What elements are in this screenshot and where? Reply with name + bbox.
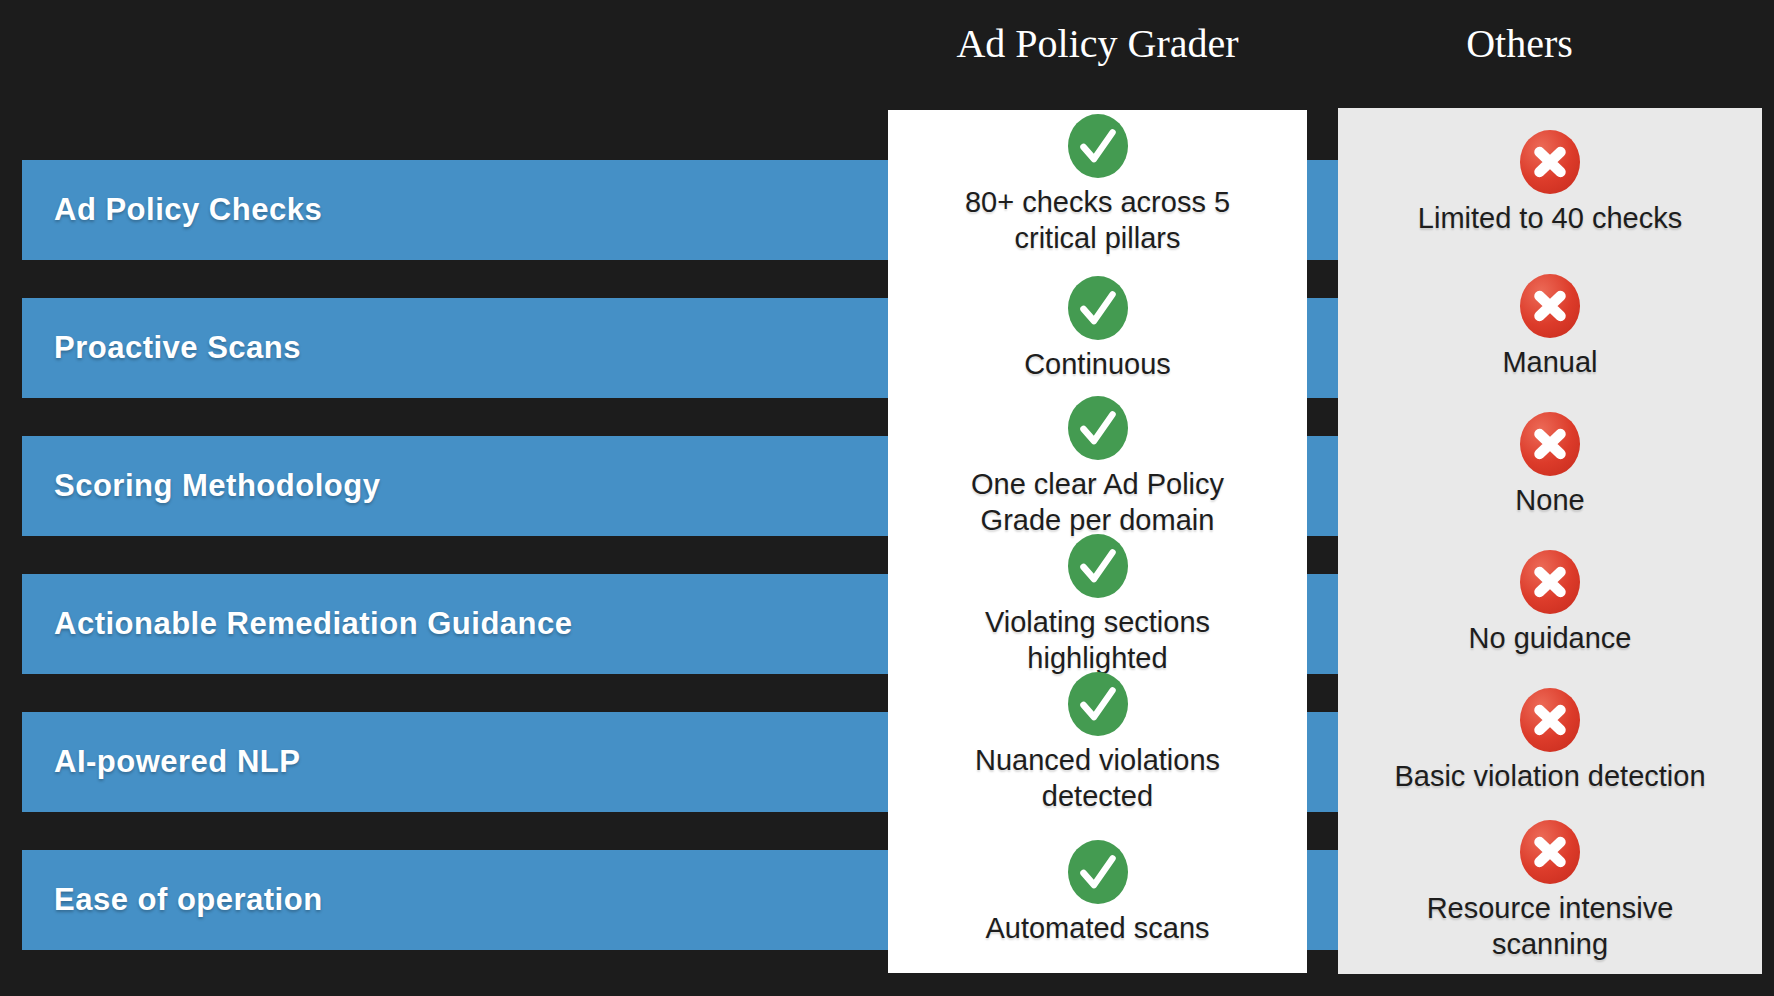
grader-cell: Continuous [888, 260, 1307, 398]
grader-cell: 80+ checks across 5 critical pillars [888, 110, 1307, 260]
cross-icon [1520, 274, 1580, 338]
grader-cell: Nuanced violations detected [888, 674, 1307, 812]
cross-icon [1520, 688, 1580, 752]
feature-label: AI-powered NLP [22, 744, 300, 780]
others-cell: None [1338, 396, 1762, 534]
feature-label: Actionable Remediation Guidance [22, 606, 572, 642]
others-value-text: Manual [1502, 344, 1597, 380]
comparison-table: Ad Policy Grader Others Ad Policy Checks… [0, 0, 1774, 996]
feature-label: Scoring Methodology [22, 468, 380, 504]
others-column-header: Others [1308, 20, 1731, 67]
check-icon [1068, 276, 1128, 340]
feature-label: Ad Policy Checks [22, 192, 322, 228]
grader-column-header: Ad Policy Grader [888, 20, 1307, 67]
others-cell: Manual [1338, 258, 1762, 396]
cross-icon [1520, 820, 1580, 884]
others-cell: Resource intensive scanning [1338, 810, 1762, 972]
grader-value-text: Continuous [1024, 346, 1171, 382]
cross-icon [1520, 412, 1580, 476]
grader-value-text: One clear Ad Policy Grade per domain [971, 466, 1224, 538]
grader-column: 80+ checks across 5 critical pillars Con… [888, 110, 1307, 973]
check-icon [1068, 672, 1128, 736]
grader-cell: One clear Ad Policy Grade per domain [888, 398, 1307, 536]
cross-icon [1520, 130, 1580, 194]
others-value-text: Resource intensive scanning [1427, 890, 1674, 962]
check-icon [1068, 840, 1128, 904]
others-cell: No guidance [1338, 534, 1762, 672]
others-cell: Basic violation detection [1338, 672, 1762, 810]
others-value-text: None [1515, 482, 1584, 518]
grader-cell: Violating sections highlighted [888, 536, 1307, 674]
check-icon [1068, 396, 1128, 460]
grader-value-text: Automated scans [985, 910, 1209, 946]
grader-value-text: Violating sections highlighted [985, 604, 1210, 676]
feature-label: Ease of operation [22, 882, 323, 918]
others-column: Limited to 40 checks Manual None No guid… [1338, 108, 1762, 974]
feature-label: Proactive Scans [22, 330, 301, 366]
cross-icon [1520, 550, 1580, 614]
grader-value-text: 80+ checks across 5 critical pillars [965, 184, 1230, 256]
check-icon [1068, 534, 1128, 598]
check-icon [1068, 114, 1128, 178]
others-value-text: Limited to 40 checks [1418, 200, 1682, 236]
others-value-text: Basic violation detection [1394, 758, 1705, 794]
grader-value-text: Nuanced violations detected [975, 742, 1220, 814]
others-value-text: No guidance [1469, 620, 1632, 656]
others-cell: Limited to 40 checks [1338, 108, 1762, 258]
grader-cell: Automated scans [888, 812, 1307, 974]
